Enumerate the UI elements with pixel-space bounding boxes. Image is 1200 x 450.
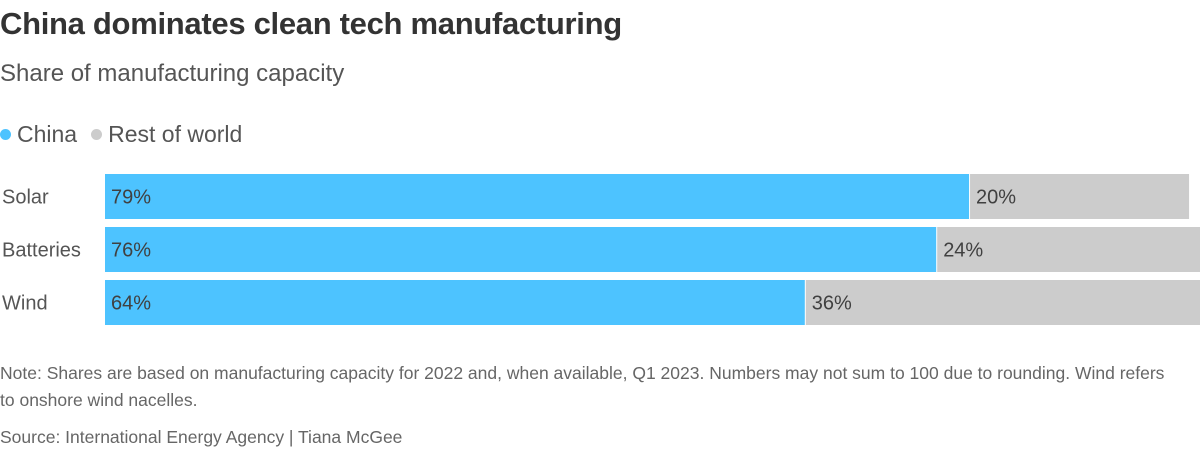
data-label-batteries-rest-of-world: 24%: [943, 240, 983, 262]
legend-label-china: China: [17, 120, 78, 147]
data-label-wind-china: 64%: [111, 293, 151, 315]
legend-item-rest-of-world: Rest of world: [91, 121, 242, 148]
data-label-solar-rest-of-world: 20%: [976, 187, 1016, 209]
bar-wind-china: [105, 280, 805, 325]
bar-solar-china: [105, 174, 970, 219]
bar-batteries-rest-of-world: [937, 227, 1200, 272]
bar-batteries-china: [105, 227, 937, 272]
category-label-wind: Wind: [2, 293, 48, 315]
legend-swatch-china: [0, 128, 11, 140]
legend: China Rest of world: [0, 120, 256, 148]
bar-solar-rest-of-world: [970, 174, 1190, 219]
legend-label-rest-of-world: Rest of world: [108, 120, 243, 147]
data-label-batteries-china: 76%: [111, 240, 151, 262]
chart-title: China dominates clean tech manufacturing: [0, 6, 622, 41]
stacked-bar-chart: Solar 79% 20% Batteries 76% 24% Wind 64% 36%: [2, 174, 1200, 325]
legend-item-china: China: [0, 121, 77, 148]
chart-subtitle: Share of manufacturing capacity: [0, 60, 345, 87]
data-label-wind-rest-of-world: 36%: [812, 293, 852, 315]
legend-swatch-rest-of-world: [91, 128, 103, 140]
bar-wind-rest-of-world: [805, 280, 1200, 325]
category-label-batteries: Batteries: [2, 240, 81, 262]
data-label-solar-china: 79%: [111, 187, 151, 209]
chart-source: Source: International Energy Agency | Ti…: [0, 427, 403, 447]
chart-note: Note: Shares are based on manufacturing …: [0, 363, 1165, 410]
category-label-solar: Solar: [2, 187, 49, 209]
